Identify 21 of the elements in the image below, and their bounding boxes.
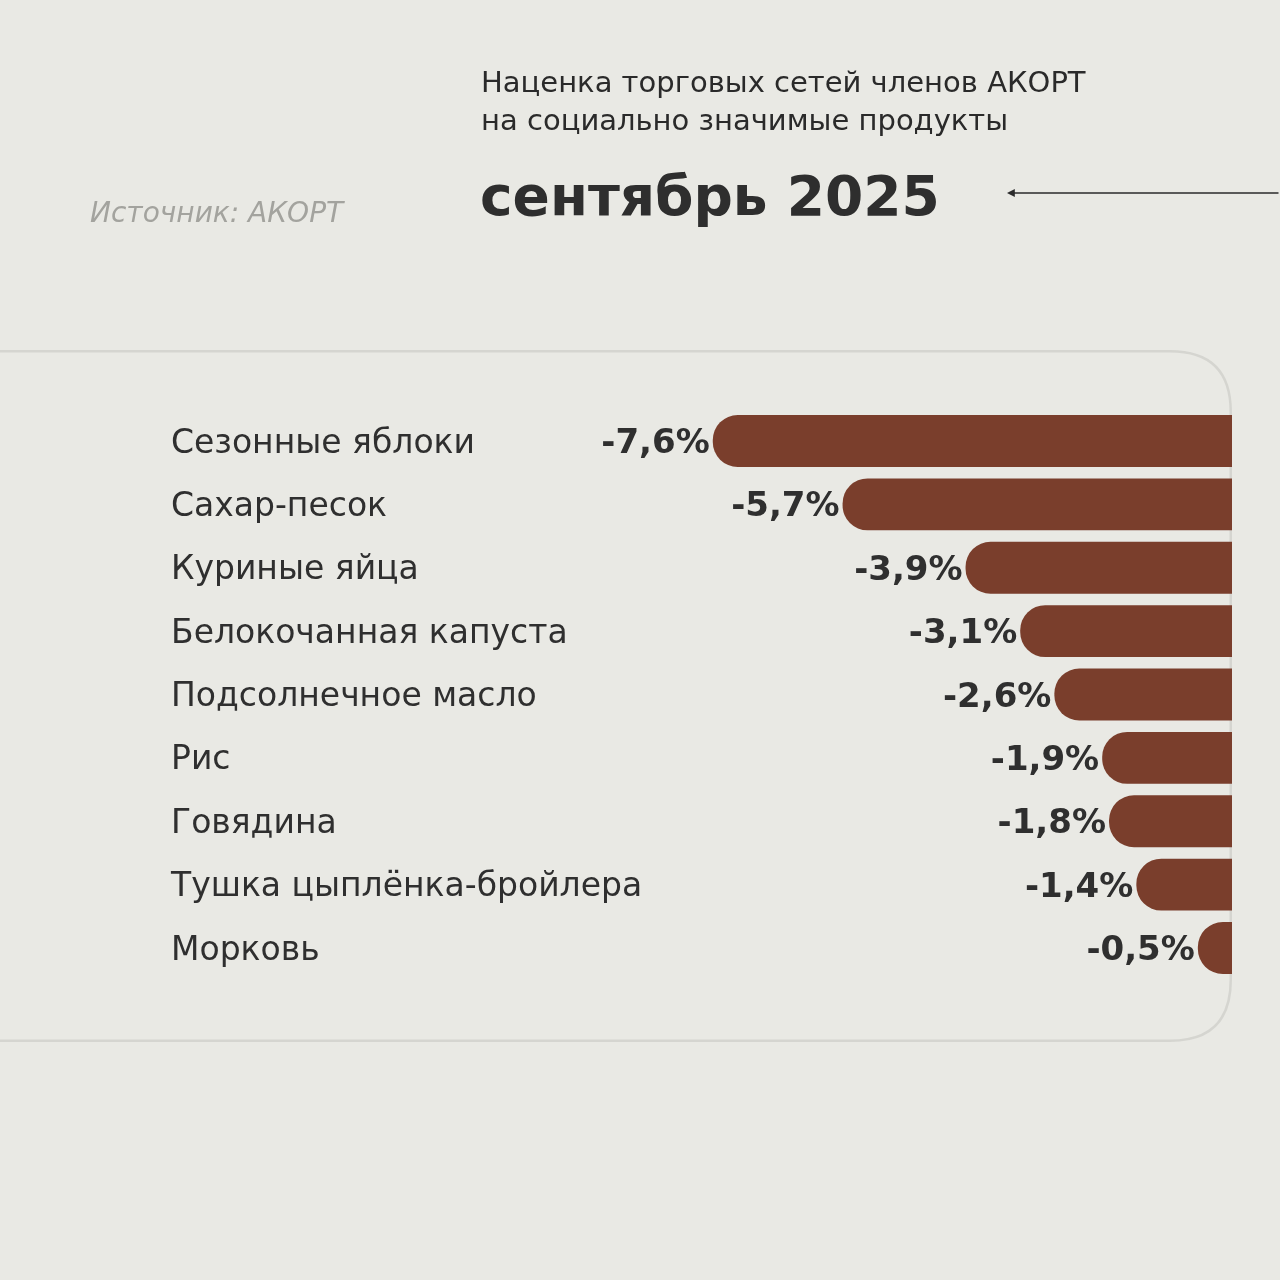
y-tick-label: Морковь xyxy=(171,928,320,968)
data-label: -5,7% xyxy=(731,484,840,525)
chart-subtitle: сентябрь 2025 xyxy=(480,164,940,228)
y-tick-label: Белокочанная капуста xyxy=(171,611,568,651)
data-label: -1,4% xyxy=(1024,864,1134,905)
y-tick-label: Говядина xyxy=(171,801,337,841)
y-tick-label: Подсолнечное масло xyxy=(171,675,537,715)
data-label: -7,6% xyxy=(601,420,710,461)
text: Источник: АКОРТ xyxy=(90,196,346,229)
data-label: -1,8% xyxy=(997,801,1107,842)
y-tick-label: Тушка цыплёнка-бройлера xyxy=(170,865,643,905)
data-label: -1,9% xyxy=(990,737,1100,778)
data-label: -0,5% xyxy=(1086,928,1195,969)
data-label: -3,1% xyxy=(908,611,1018,652)
data-label: -3,9% xyxy=(854,547,963,588)
data-label: -2,6% xyxy=(942,674,1052,715)
y-tick-label: Рис xyxy=(171,738,231,778)
chart-title: Наценка торговых сетей членов АКОРТ на социально значимые продукты xyxy=(481,65,1086,137)
y-tick-label: Сахар-песок xyxy=(171,484,388,524)
y-tick-label: Куриные яйца xyxy=(171,548,419,588)
y-tick-label: Сезонные яблоки xyxy=(171,421,475,461)
